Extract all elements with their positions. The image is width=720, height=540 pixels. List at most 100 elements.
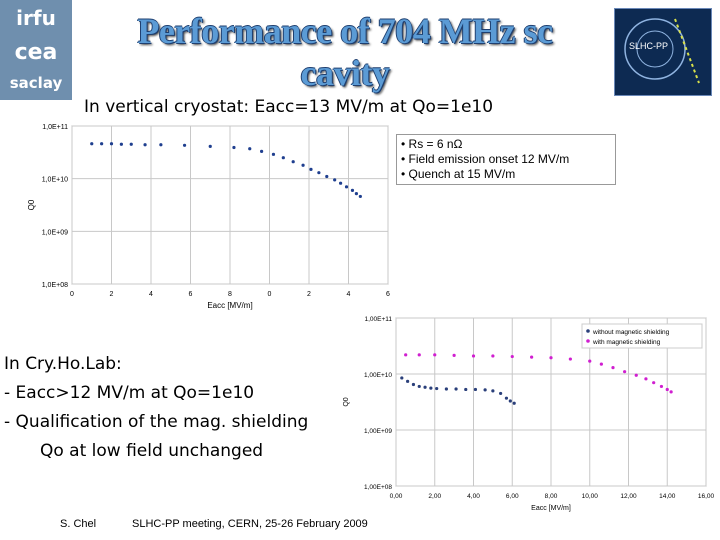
x-tick-label: 12,00	[620, 493, 637, 500]
x-tick-label: 0	[70, 291, 74, 298]
data-point	[512, 401, 516, 405]
y-tick-label: 1,00E+08	[364, 484, 392, 491]
data-point	[464, 387, 468, 392]
data-point	[301, 163, 305, 167]
vertical-cryostat-chart: 1,0E+111,0E+101,0E+091,0E+080 2 4 6 8 0 2 4 6Eac…	[27, 124, 390, 310]
y-tick-label: 1,0E+08	[42, 282, 68, 289]
x-tick-label: 0,00	[390, 493, 403, 500]
y-tick-label: 1,00E+10	[364, 372, 392, 379]
y-tick-label: 1,0E+11	[42, 124, 68, 131]
x-tick-label: 6,00	[506, 493, 519, 500]
data-point	[454, 387, 458, 391]
y-axis-label: Q0	[27, 199, 36, 210]
y-tick-label: 1,0E+10	[42, 177, 68, 184]
data-point	[444, 387, 448, 391]
legend-entry: without magnetic shielding	[592, 329, 670, 336]
data-point	[623, 370, 627, 374]
y-axis-label: Q0	[343, 397, 350, 406]
data-point	[452, 353, 456, 357]
footer-author: S. Chel	[60, 518, 97, 530]
data-point	[406, 379, 410, 383]
data-point	[411, 382, 416, 387]
data-point	[260, 149, 264, 153]
legend-entry: with magnetic shielding	[592, 339, 661, 346]
data-point	[417, 353, 421, 357]
data-point	[291, 160, 295, 164]
data-point	[143, 143, 147, 147]
x-tick-label: 16,00	[698, 493, 715, 500]
data-point	[473, 387, 478, 392]
note-surface-resistance: • Rs = 6 nΩ	[401, 137, 463, 151]
footer-meeting: SLHC-PP meeting, CERN, 25-26 February 20…	[132, 518, 368, 530]
data-point	[652, 381, 656, 385]
data-point	[417, 384, 421, 389]
x-axis-label: Eacc [MV/m]	[531, 505, 571, 512]
data-point	[634, 373, 638, 377]
data-point	[404, 353, 408, 357]
y-tick-label: 1,0E+09	[42, 229, 68, 236]
slide-title: Performance of 704 MHz sc cavity	[137, 11, 553, 93]
x-tick-label: 8	[228, 291, 232, 298]
x-tick-label: 2	[307, 291, 311, 298]
data-point	[354, 192, 358, 196]
results-notes: • Rs = 6 nΩ • Field emission onset 12 MV…	[396, 134, 616, 185]
note-quench: • Quench at 15 MV/m	[401, 167, 516, 181]
data-point	[588, 359, 592, 363]
logo-line-cea: cea	[14, 40, 58, 65]
x-tick-label: 14,00	[659, 493, 676, 500]
cryholab-shielding-line: - Qualification of the mag. shielding	[4, 412, 309, 432]
data-point	[435, 386, 439, 391]
data-point	[499, 391, 503, 396]
data-point	[325, 174, 329, 179]
data-point	[510, 354, 514, 359]
data-point	[344, 185, 349, 189]
data-point	[599, 362, 603, 366]
cryholab-eacc-line: - Eacc>12 MV/m at Qo=1e10	[4, 383, 255, 403]
logo-line-saclay: saclay	[9, 74, 63, 92]
cryholab-qo-line: Qo at low field unchanged	[40, 441, 264, 461]
x-tick-label: 6	[189, 291, 193, 298]
x-tick-label: 4	[347, 291, 351, 298]
data-point	[333, 178, 337, 182]
data-point	[271, 152, 276, 156]
data-point	[568, 357, 572, 361]
data-point	[611, 366, 615, 370]
x-tick-label: 4	[149, 291, 153, 298]
data-point	[248, 147, 252, 151]
slhc-pp-logo-graphic	[624, 18, 700, 84]
data-point	[129, 142, 133, 146]
legend-marker	[586, 339, 590, 343]
data-point	[665, 387, 669, 392]
data-point	[400, 376, 404, 380]
data-point	[208, 144, 212, 148]
data-point	[317, 171, 321, 175]
x-tick-label: 2,00	[428, 493, 441, 500]
data-point	[339, 181, 343, 185]
data-point	[232, 145, 236, 150]
data-point	[504, 396, 509, 400]
data-point	[549, 356, 553, 360]
cryholab-heading: In Cry.Ho.Lab:	[4, 354, 122, 374]
data-point	[659, 384, 664, 389]
data-point	[90, 142, 94, 146]
x-axis-label: Eacc [MV/m]	[207, 301, 252, 310]
legend-marker	[586, 329, 590, 333]
legend-box	[581, 323, 703, 349]
data-point	[159, 143, 163, 147]
slhc-pp-logo-text: SLHC-PP	[629, 41, 669, 51]
cryholab-summary: In Cry.Ho.Lab: - Eacc>12 MV/m at Qo=1e10…	[4, 350, 308, 466]
y-tick-label: 1,00E+11	[364, 316, 392, 323]
data-point	[281, 156, 285, 160]
x-tick-label: 0	[268, 291, 272, 298]
cryholab-shielding-chart: 1,00E+11 1,00E+10 1,00E+09 1,00E+08 0,00 2,00…	[343, 316, 715, 512]
slhc-pp-logo: SLHC-PP	[614, 8, 712, 96]
data-point	[669, 390, 673, 394]
data-point	[109, 142, 114, 146]
x-tick-label: 2	[110, 291, 114, 298]
data-point	[491, 389, 495, 393]
data-point	[644, 377, 648, 381]
x-tick-label: 8,00	[545, 493, 558, 500]
data-point	[309, 167, 313, 171]
data-point	[429, 386, 433, 390]
vertical-cryostat-subtitle: In vertical cryostat: Eacc=13 MV/m at Qo…	[84, 97, 494, 117]
